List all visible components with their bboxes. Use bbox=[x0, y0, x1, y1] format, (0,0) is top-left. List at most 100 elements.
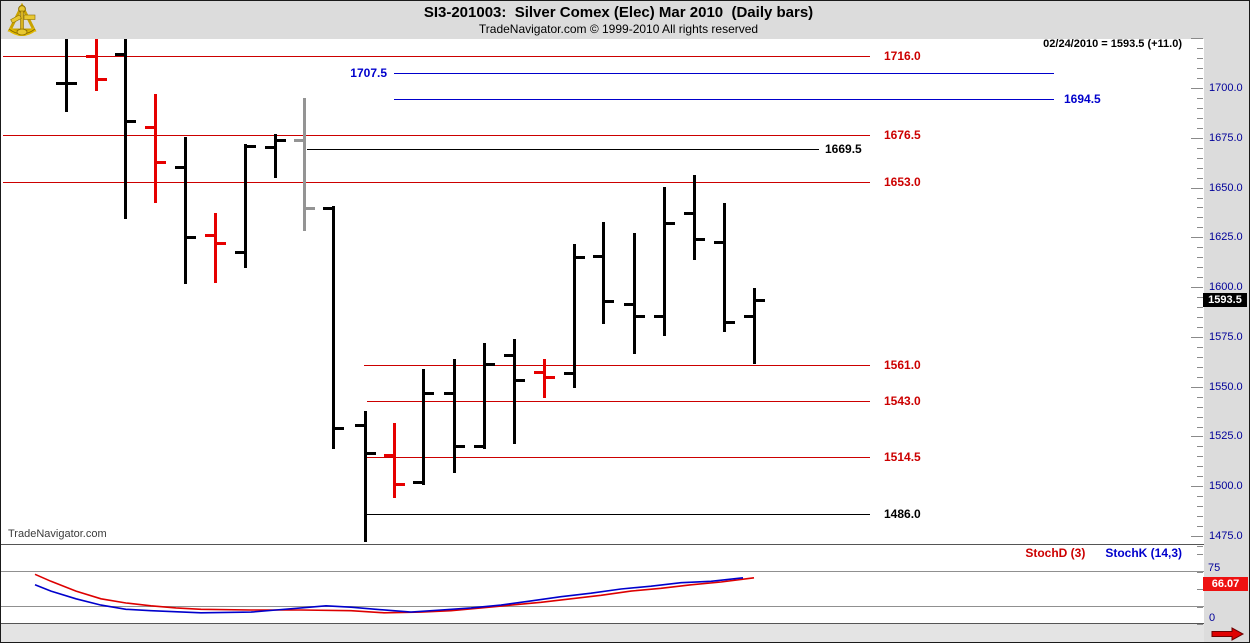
level-label: 1707.5 bbox=[350, 66, 387, 80]
level-label: 1543.0 bbox=[884, 394, 921, 408]
price-minor-tick bbox=[1197, 357, 1203, 358]
price-tick-label: 1525.0 bbox=[1209, 430, 1243, 442]
price-bar bbox=[303, 97, 306, 232]
price-bar bbox=[124, 39, 127, 220]
chart-subtitle: TradeNavigator.com © 1999-2010 All right… bbox=[478, 22, 759, 36]
level-line bbox=[364, 365, 870, 366]
price-major-tick bbox=[1191, 387, 1203, 388]
price-tick-label: 1550.0 bbox=[1209, 381, 1243, 393]
close-tick bbox=[696, 237, 705, 241]
price-minor-tick bbox=[1197, 427, 1203, 428]
price-bar bbox=[483, 342, 486, 450]
price-marker-badge: 1593.5 bbox=[1203, 293, 1247, 307]
price-major-tick bbox=[1191, 138, 1203, 139]
stochd-line bbox=[34, 573, 755, 614]
price-minor-tick bbox=[1197, 297, 1203, 298]
close-tick bbox=[756, 298, 765, 302]
price-major-tick bbox=[1191, 536, 1203, 537]
price-bar bbox=[693, 174, 696, 261]
level-label: 1486.0 bbox=[884, 507, 921, 521]
stoch-tick bbox=[1197, 624, 1203, 625]
open-tick bbox=[654, 315, 663, 319]
price-chart-area[interactable]: 1716.0 1707.5 1694.5 1676.5 1669.5 1653.0 1561… bbox=[1, 39, 1204, 544]
price-tick-label: 1700.0 bbox=[1209, 82, 1243, 94]
price-minor-tick bbox=[1197, 317, 1203, 318]
price-major-tick bbox=[1191, 436, 1203, 437]
price-tick-label: 1500.0 bbox=[1209, 480, 1243, 492]
stoch-panel-border bbox=[1, 623, 1204, 624]
price-minor-tick bbox=[1197, 267, 1203, 268]
price-minor-tick bbox=[1197, 377, 1203, 378]
price-minor-tick bbox=[1197, 148, 1203, 149]
price-minor-tick bbox=[1197, 407, 1203, 408]
price-bar bbox=[214, 213, 217, 284]
price-minor-tick bbox=[1197, 178, 1203, 179]
price-bar bbox=[244, 143, 247, 269]
level-label: 1669.5 bbox=[825, 142, 862, 156]
close-tick bbox=[217, 241, 226, 245]
price-major-tick bbox=[1191, 287, 1203, 288]
stoch-legend: StochD (3) StochK (14,3) bbox=[1025, 546, 1182, 560]
close-tick bbox=[98, 77, 107, 81]
close-tick bbox=[157, 161, 166, 165]
stochastic-panel[interactable] bbox=[1, 544, 1204, 624]
open-tick bbox=[145, 126, 154, 130]
price-minor-tick bbox=[1197, 68, 1203, 69]
open-tick bbox=[205, 233, 214, 237]
price-tick-label: 1625.0 bbox=[1209, 231, 1243, 243]
price-minor-tick bbox=[1197, 476, 1203, 477]
chart-header: SI3-201003: Silver Comex (Elec) Mar 2010… bbox=[1, 1, 1249, 39]
price-bar bbox=[393, 422, 396, 499]
price-minor-tick bbox=[1197, 207, 1203, 208]
price-minor-tick bbox=[1197, 217, 1203, 218]
close-tick bbox=[247, 145, 256, 149]
close-tick bbox=[456, 444, 465, 448]
price-bar bbox=[332, 206, 335, 450]
last-quote-readout: 02/24/2010 = 1593.5 (+11.0) bbox=[1043, 38, 1182, 50]
open-tick bbox=[504, 354, 513, 358]
close-tick bbox=[306, 206, 315, 210]
price-minor-tick bbox=[1197, 546, 1203, 547]
open-tick bbox=[86, 54, 95, 58]
price-major-tick bbox=[1191, 337, 1203, 338]
date-axis[interactable]: 02/03/1002/17/1003/03/10 bbox=[1, 624, 1204, 642]
level-line bbox=[367, 401, 870, 402]
open-tick bbox=[744, 315, 753, 319]
open-tick bbox=[564, 372, 573, 376]
price-bar bbox=[364, 410, 367, 542]
price-minor-tick bbox=[1197, 516, 1203, 517]
open-tick bbox=[624, 302, 633, 306]
price-minor-tick bbox=[1197, 456, 1203, 457]
open-tick bbox=[323, 206, 332, 210]
level-line bbox=[307, 149, 819, 150]
price-minor-tick bbox=[1197, 128, 1203, 129]
price-minor-tick bbox=[1197, 496, 1203, 497]
open-tick bbox=[444, 392, 453, 396]
price-minor-tick bbox=[1197, 247, 1203, 248]
price-minor-tick bbox=[1197, 506, 1203, 507]
price-minor-tick bbox=[1197, 108, 1203, 109]
price-bar bbox=[543, 358, 546, 398]
close-tick bbox=[187, 235, 196, 239]
level-line bbox=[394, 73, 1054, 74]
stoch-value-badge: 66.07 bbox=[1203, 576, 1248, 591]
close-tick bbox=[127, 120, 136, 124]
price-axis-gutter[interactable] bbox=[1204, 1, 1249, 642]
stochk-legend-label: StochK (14,3) bbox=[1105, 546, 1182, 560]
level-line bbox=[367, 514, 870, 515]
price-tick-label: 1475.0 bbox=[1209, 530, 1243, 542]
level-label: 1514.5 bbox=[884, 450, 921, 464]
open-tick bbox=[235, 250, 244, 254]
price-minor-tick bbox=[1197, 466, 1203, 467]
close-tick bbox=[335, 427, 344, 430]
stochd-legend-label: StochD (3) bbox=[1025, 546, 1086, 560]
level-line bbox=[3, 182, 870, 183]
price-minor-tick bbox=[1197, 526, 1203, 527]
open-tick bbox=[474, 444, 483, 448]
level-line bbox=[394, 99, 1054, 100]
price-minor-tick bbox=[1197, 277, 1203, 278]
price-minor-tick bbox=[1197, 347, 1203, 348]
scroll-right-arrow-icon[interactable] bbox=[1211, 627, 1245, 641]
open-tick bbox=[714, 240, 723, 244]
